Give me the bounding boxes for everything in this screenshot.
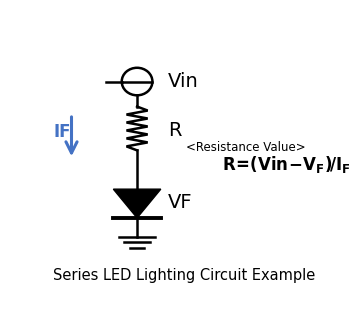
Text: Vin: Vin	[168, 72, 198, 91]
Text: IF: IF	[53, 123, 71, 141]
Text: Series LED Lighting Circuit Example: Series LED Lighting Circuit Example	[53, 268, 316, 283]
Text: <Resistance Value>: <Resistance Value>	[186, 141, 306, 154]
Text: VF: VF	[168, 193, 192, 213]
Text: R: R	[168, 121, 181, 140]
Text: $\bf{R\!=\!(Vin\!-\!V_F)\!/I_F}$: $\bf{R\!=\!(Vin\!-\!V_F)\!/I_F}$	[222, 154, 351, 175]
Polygon shape	[113, 189, 161, 218]
